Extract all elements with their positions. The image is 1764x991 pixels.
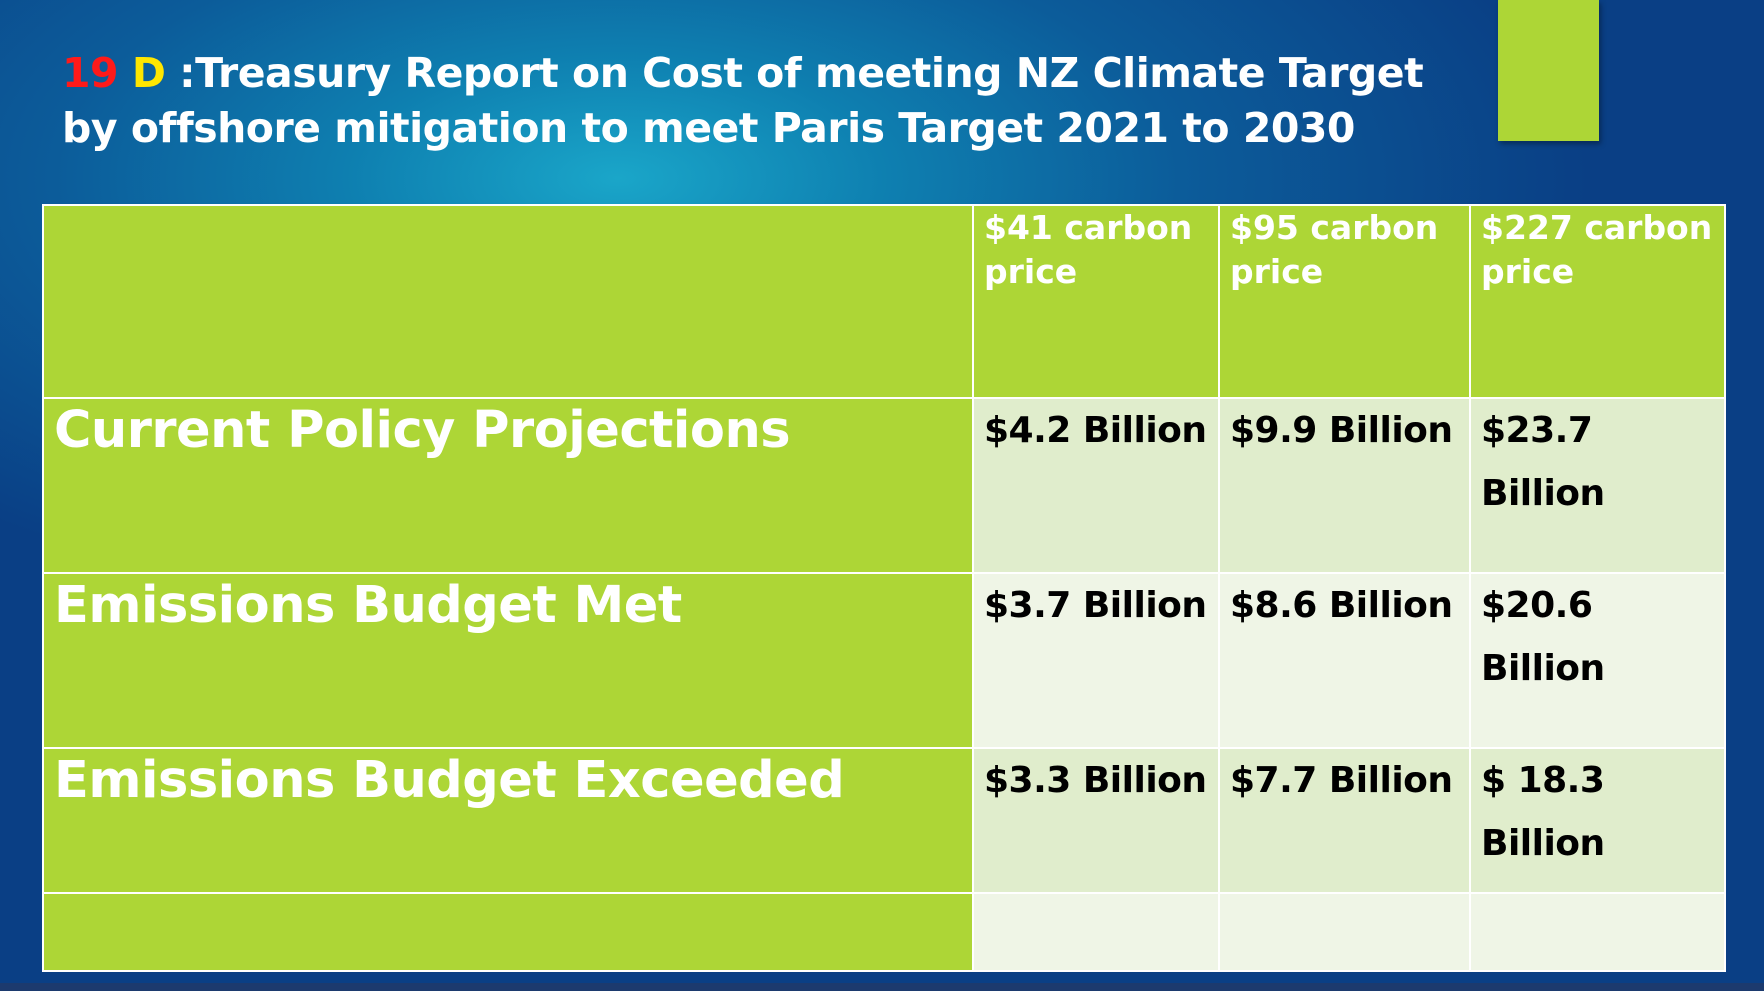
header-corner-cell: [42, 204, 974, 399]
table-cell: $3.7 Billion: [972, 572, 1220, 749]
cost-table: $41 carbon price $95 carbon price $227 c…: [42, 204, 1726, 972]
accent-bar: [1498, 0, 1599, 141]
row-label-current-policy-projections: Current Policy Projections: [42, 397, 974, 574]
column-header-95-carbon-price: $95 carbon price: [1218, 204, 1471, 399]
table-row: Emissions Budget Exceeded $3.3 Billion $…: [42, 747, 1726, 894]
table-row: Current Policy Projections $4.2 Billion …: [42, 397, 1726, 574]
table-cell: $ 18.3 Billion: [1469, 747, 1726, 894]
row-label-empty: [42, 892, 974, 972]
table-row: [42, 892, 1726, 972]
column-header-41-carbon-price: $41 carbon price: [972, 204, 1220, 399]
table-cell: $4.2 Billion: [972, 397, 1220, 574]
table-header-row: $41 carbon price $95 carbon price $227 c…: [42, 204, 1726, 399]
column-header-227-carbon-price: $227 carbon price: [1469, 204, 1726, 399]
table-cell: [1469, 892, 1726, 972]
bottom-strip: [0, 983, 1764, 991]
row-label-emissions-budget-exceeded: Emissions Budget Exceeded: [42, 747, 974, 894]
table-cell: $8.6 Billion: [1218, 572, 1471, 749]
table-cell: $9.9 Billion: [1218, 397, 1471, 574]
title-text: :Treasury Report on Cost of meeting NZ C…: [62, 49, 1424, 152]
title-letter: D: [131, 49, 166, 97]
table-cell: $20.6 Billion: [1469, 572, 1726, 749]
table-cell: $23.7 Billion: [1469, 397, 1726, 574]
table-cell: $3.3 Billion: [972, 747, 1220, 894]
slide-title: 19 D :Treasury Report on Cost of meeting…: [62, 46, 1462, 156]
table-cell: [1218, 892, 1471, 972]
table-cell: [972, 892, 1220, 972]
table-cell: $7.7 Billion: [1218, 747, 1471, 894]
row-label-emissions-budget-met: Emissions Budget Met: [42, 572, 974, 749]
title-number: 19: [62, 49, 119, 97]
table-row: Emissions Budget Met $3.7 Billion $8.6 B…: [42, 572, 1726, 749]
